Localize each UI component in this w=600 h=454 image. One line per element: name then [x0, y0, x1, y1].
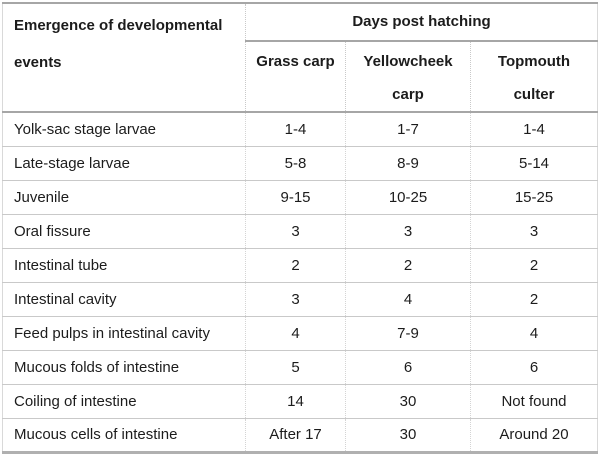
row-label: Late-stage larvae [2, 145, 246, 180]
cell-value: 30 [345, 383, 471, 418]
cell-value: 1-4 [470, 111, 598, 146]
cell-value: 30 [345, 417, 471, 452]
column-header-line: Grass carp [256, 53, 335, 70]
table-row: Feed pulps in intestinal cavity 4 7-9 4 [2, 315, 598, 350]
table-row: Juvenile 9-15 10-25 15-25 [2, 179, 598, 214]
row-label: Intestinal tube [2, 247, 246, 282]
table-row: Yolk-sac stage larvae 1-4 1-7 1-4 [2, 111, 598, 146]
column-header-grass-carp: Grass carp [245, 41, 346, 113]
cell-value: 2 [345, 247, 471, 282]
column-header-line: Topmouth [497, 53, 571, 70]
cell-value: 5 [245, 349, 346, 384]
group-header-days-post-hatching: Days post hatching [245, 3, 598, 42]
cell-value: 4 [345, 281, 471, 316]
cell-value: 1-4 [245, 111, 346, 146]
cell-value: 5-14 [470, 145, 598, 180]
cell-value: After 17 [245, 417, 346, 452]
cell-value: 8-9 [345, 145, 471, 180]
column-header-line: carp [392, 86, 424, 103]
header-row-group: Emergence of developmental events Days p… [2, 3, 598, 113]
cell-value: 1-7 [345, 111, 471, 146]
cell-value: 4 [245, 315, 346, 350]
cell-value: 5-8 [245, 145, 346, 180]
row-label: Mucous cells of intestine [2, 417, 246, 452]
row-label: Yolk-sac stage larvae [2, 111, 246, 146]
corner-header-line2: events [14, 54, 62, 71]
table-row: Intestinal tube 2 2 2 [2, 247, 598, 282]
cell-value: 15-25 [470, 179, 598, 214]
cell-value: 2 [470, 281, 598, 316]
cell-value: Around 20 [470, 417, 598, 452]
table-row: Mucous folds of intestine 5 6 6 [2, 349, 598, 384]
table-row: Intestinal cavity 3 4 2 [2, 281, 598, 316]
column-header-line: culter [513, 86, 555, 103]
table-row: Coiling of intestine 14 30 Not found [2, 383, 598, 418]
cell-value: 10-25 [345, 179, 471, 214]
row-label: Oral fissure [2, 213, 246, 248]
cell-value: 3 [245, 213, 346, 248]
cell-value: 3 [245, 281, 346, 316]
column-header-topmouth-culter: Topmouth culter [470, 41, 598, 113]
cell-value: 3 [470, 213, 598, 248]
cell-value: 4 [470, 315, 598, 350]
row-label: Mucous folds of intestine [2, 349, 246, 384]
column-header-yellowcheek-carp: Yellowcheek carp [345, 41, 471, 113]
row-label: Coiling of intestine [2, 383, 246, 418]
cell-value: 7-9 [345, 315, 471, 350]
cell-value: 9-15 [245, 179, 346, 214]
table-row: Mucous cells of intestine After 17 30 Ar… [2, 417, 598, 452]
corner-header-cell: Emergence of developmental events [2, 3, 246, 113]
table-row: Late-stage larvae 5-8 8-9 5-14 [2, 145, 598, 180]
cell-value: 3 [345, 213, 471, 248]
table-row: Oral fissure 3 3 3 [2, 213, 598, 248]
header-row-columns: Grass carp Yellowcheek carp Topmouth cul… [3, 41, 598, 113]
column-header-line: Yellowcheek [363, 53, 453, 70]
row-label: Juvenile [2, 179, 246, 214]
cell-value: 2 [470, 247, 598, 282]
corner-header-line1: Emergence of developmental [14, 17, 223, 34]
cell-value: 6 [470, 349, 598, 384]
row-label: Feed pulps in intestinal cavity [2, 315, 246, 350]
cell-value: Not found [470, 383, 598, 418]
row-label: Intestinal cavity [2, 281, 246, 316]
cell-value: 14 [245, 383, 346, 418]
cell-value: 2 [245, 247, 346, 282]
cell-value: 6 [345, 349, 471, 384]
